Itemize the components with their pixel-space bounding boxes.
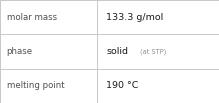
- Text: phase: phase: [7, 47, 33, 56]
- Text: 133.3 g/mol: 133.3 g/mol: [106, 13, 163, 22]
- Text: (at STP): (at STP): [140, 48, 166, 55]
- Text: 190 °C: 190 °C: [106, 81, 139, 90]
- Text: melting point: melting point: [7, 81, 64, 90]
- Text: molar mass: molar mass: [7, 13, 57, 22]
- Text: solid: solid: [106, 47, 128, 56]
